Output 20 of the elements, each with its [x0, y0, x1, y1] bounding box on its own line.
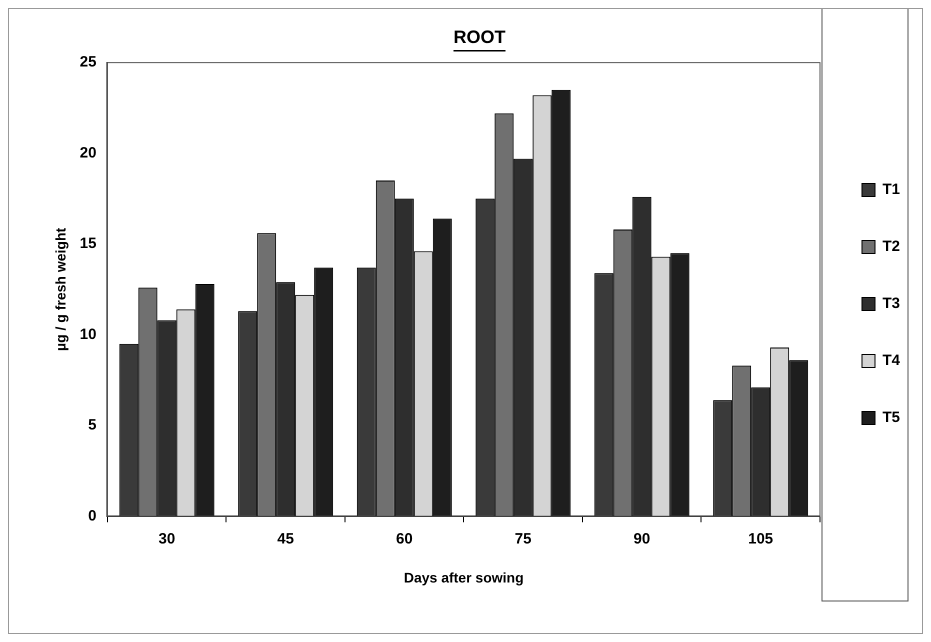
- x-tick-label: 45: [277, 530, 294, 548]
- y-tick-label: 25: [80, 54, 96, 71]
- legend-label: T1: [882, 181, 900, 198]
- y-tick-label: 15: [80, 235, 96, 252]
- legend-label: T3: [882, 295, 900, 312]
- y-axis-title: µg / g fresh weight: [52, 227, 68, 351]
- x-tick-label: 90: [634, 530, 650, 548]
- y-tick-label: 10: [80, 326, 96, 343]
- x-tick-label: 105: [748, 530, 774, 548]
- y-tick-label: 0: [88, 507, 96, 524]
- legend-label: T2: [882, 238, 900, 256]
- legend-label: T4: [882, 352, 901, 370]
- x-tick-label: 30: [158, 530, 176, 548]
- x-tick-label: 60: [396, 530, 413, 548]
- y-tick-label: 5: [88, 416, 96, 434]
- y-tick-label: 20: [80, 144, 96, 162]
- chart-title: ROOT: [454, 26, 506, 47]
- x-tick-label: 75: [514, 530, 532, 548]
- legend-label: T5: [882, 409, 900, 426]
- x-axis-title: Days after sowing: [404, 569, 524, 586]
